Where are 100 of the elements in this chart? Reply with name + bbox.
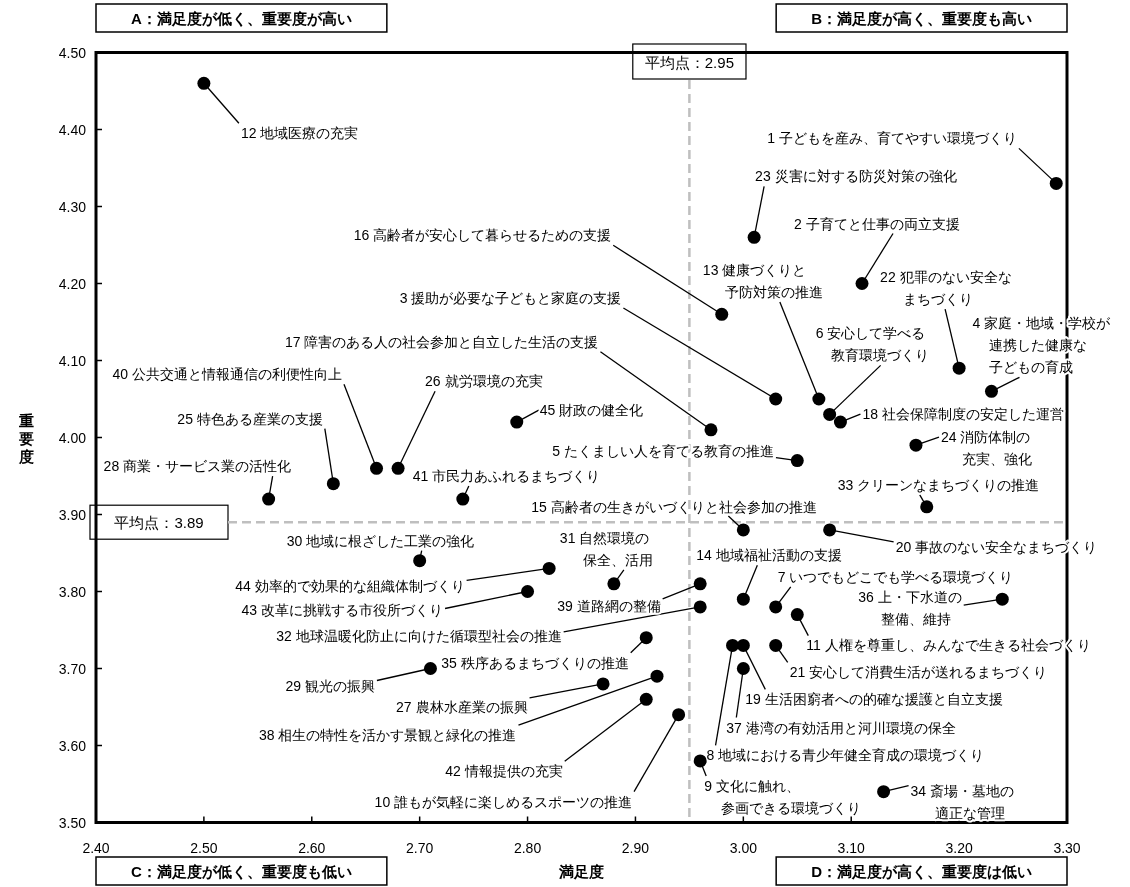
point (769, 638, 783, 652)
point (747, 230, 761, 244)
annotation: 22 犯罪のない安全なまちづくり (880, 269, 1012, 308)
annotation: 35 秩序あるまちづくりの推進 (441, 654, 629, 671)
point (510, 415, 524, 429)
x-tick-label: 2.40 (82, 840, 110, 856)
annotation: 7 いつでもどこでも学べる環境づくり (777, 568, 1014, 585)
y-tick-label: 4.10 (58, 352, 87, 369)
annotation: 1 子どもを産み、育てやすい環境づくり (767, 130, 1017, 147)
point (542, 561, 556, 575)
point (790, 608, 804, 622)
ref-line-label: 平均点：3.89 (114, 513, 204, 531)
point (909, 438, 923, 452)
x-tick-label: 3.10 (837, 840, 866, 856)
point (855, 277, 869, 290)
annotation: 3 援助が必要な子どもと家庭の支援 (399, 290, 622, 306)
y-tick-label: 3.80 (58, 583, 87, 600)
point (413, 554, 427, 568)
annotation: 32 地球温暖化防止に向けた循環型社会の推進 (276, 627, 562, 644)
annotation: 17 障害のある人の社会参加と自立した生活の支援 (284, 333, 599, 350)
annotation: 45 財政の健全化 (539, 402, 644, 419)
annotation: 34 斎場・墓地の適正な管理 (910, 782, 1015, 821)
x-tick-label: 3.00 (729, 840, 758, 856)
point (736, 638, 750, 652)
point (823, 407, 837, 421)
annotation: 21 安心して消費生活が送れるまちづくり (789, 664, 1048, 681)
x-tick-label: 2.90 (621, 840, 650, 856)
point (262, 492, 276, 506)
point (736, 523, 750, 537)
annotation: 9 文化に触れ、参画できる環境づくり (704, 777, 862, 816)
annotation: 37 港湾の有効活用と河川環境の保全 (726, 719, 956, 736)
y-tick-label: 3.60 (58, 737, 87, 754)
point (790, 454, 804, 468)
point (326, 477, 340, 491)
point (920, 500, 934, 514)
annotation: 23 災害に対する防災対策の強化 (755, 168, 957, 185)
y-axis-title: 重要度 (17, 411, 34, 464)
point (736, 592, 750, 606)
x-tick-label: 2.70 (406, 840, 434, 856)
annotation: 43 改革に挑戦する市役所づくり (241, 601, 444, 618)
annotation: 24 消防体制の充実、強化 (940, 429, 1032, 468)
annotation: 6 安心して学べる教育環境づくり (815, 325, 929, 364)
annotation: 44 効率的で効果的な組織体制づくり (235, 578, 465, 595)
y-tick-label: 4.00 (58, 429, 87, 446)
point (952, 361, 966, 375)
annotation: 13 健康づくりと予防対策の推進 (702, 262, 823, 300)
y-tick-label: 4.30 (58, 198, 87, 215)
annotation: 8 地域における青少年健全育成の環境づくり (706, 747, 985, 764)
point (736, 662, 750, 675)
x-tick-label: 2.80 (513, 840, 542, 856)
point (521, 585, 535, 598)
annotation: 12 地域医療の充実 (240, 125, 359, 142)
y-tick-label: 3.70 (58, 660, 87, 677)
annotation: 18 社会保障制度の安定した運営 (862, 406, 1064, 423)
y-tick-label: 4.40 (58, 121, 87, 138)
point (693, 577, 707, 591)
point (812, 392, 826, 406)
point (833, 415, 847, 429)
point (639, 631, 653, 645)
point (423, 662, 437, 675)
annotation: 19 生活困窮者への的確な援護と自立支援 (745, 691, 1003, 708)
point (704, 423, 718, 437)
annotation: 15 高齢者の生きがいづくりと社会参加の推進 (531, 498, 817, 515)
annotation: 16 高齢者が安心して暮らせるための支援 (353, 227, 612, 244)
x-tick-label: 2.50 (190, 840, 218, 856)
annotation: 42 情報提供の充実 (445, 763, 563, 780)
annotation: 33 クリーンなまちづくりの推進 (837, 476, 1040, 493)
point (877, 785, 891, 799)
point (693, 754, 707, 768)
quadrant-box: B：満足度が高く、重要度も高い (775, 3, 1068, 33)
x-tick-label: 3.30 (1053, 840, 1081, 856)
point (715, 307, 729, 321)
annotation: 10 誰もが気軽に楽しめるスポーツの推進 (374, 793, 633, 810)
y-tick-label: 3.50 (58, 814, 87, 831)
annotation: 38 相生の特性を活かす景観と緑化の推進 (259, 727, 517, 744)
annotation: 28 商業・サービス業の活性化 (103, 458, 292, 475)
point (672, 708, 686, 722)
annotation: 39 道路網の整備 (557, 597, 661, 614)
annotation: 41 市民力あふれるまちづくり (412, 468, 601, 485)
y-tick-label: 4.50 (58, 44, 87, 61)
point (1049, 176, 1063, 190)
point (650, 669, 664, 683)
annotation: 31 自然環境の保全、活用 (559, 529, 653, 568)
annotation: 26 就労環境の充実 (425, 373, 543, 390)
y-tick-label: 4.20 (58, 275, 87, 292)
quadrant-box: A：満足度が低く、重要度が高い (95, 3, 388, 33)
ref-line-label: 平均点：2.95 (644, 53, 734, 71)
point (370, 461, 384, 475)
point (391, 461, 405, 475)
annotation: 2 子育てと仕事の両立支援 (794, 215, 960, 232)
annotation: 29 観光の振興 (285, 677, 375, 694)
point (823, 523, 837, 537)
point (769, 600, 783, 614)
x-tick-label: 3.20 (945, 840, 973, 856)
annotation: 14 地域福祉活動の支援 (696, 547, 842, 564)
point (995, 592, 1009, 606)
annotation: 36 上・下水道の整備、維持 (858, 589, 962, 628)
annotation: 40 公共交通と情報通信の利便性向上 (112, 366, 342, 383)
point (197, 76, 211, 90)
x-axis-title: 満足度 (558, 862, 604, 880)
